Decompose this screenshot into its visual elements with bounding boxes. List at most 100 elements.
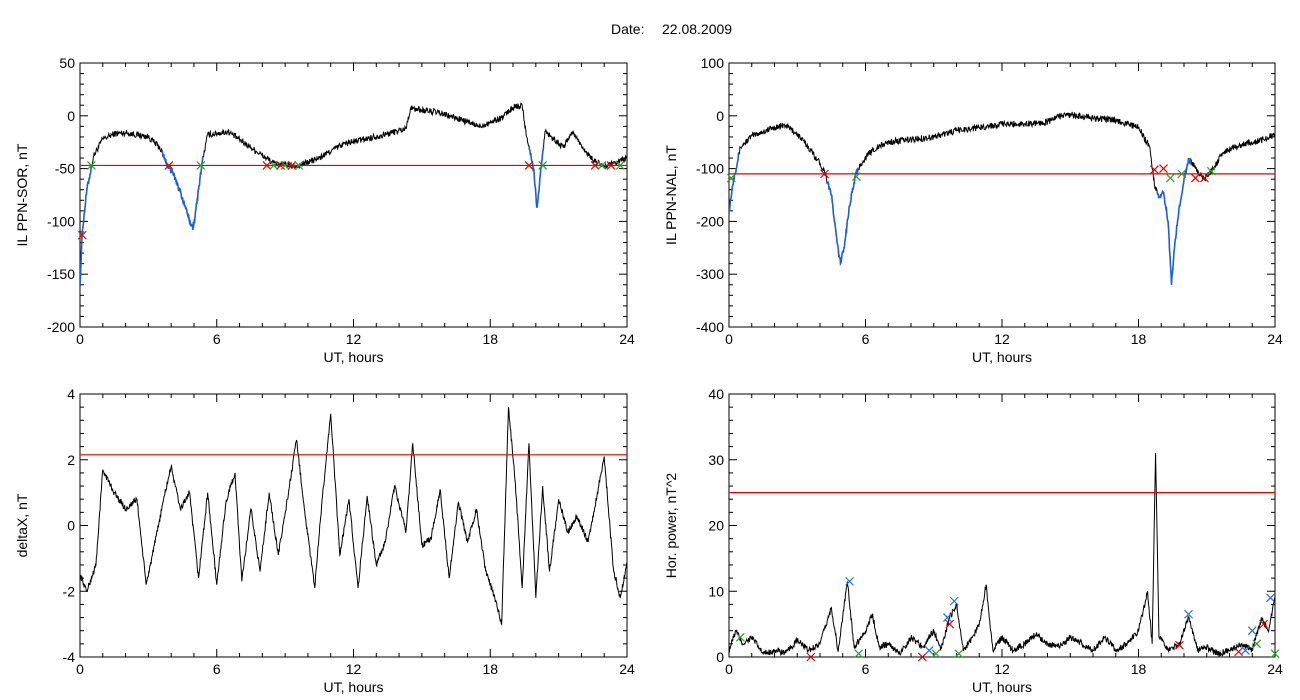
- x-marker-stroke: [820, 169, 829, 179]
- x-marker-stroke: [1247, 626, 1257, 636]
- plot-frame: [79, 62, 628, 328]
- data-line: [80, 407, 627, 626]
- x-marker-stroke: [615, 161, 625, 170]
- x-marker-stroke: [280, 161, 290, 170]
- x-marker-stroke: [1190, 173, 1200, 183]
- data-layer: [80, 102, 627, 285]
- x-marker: [597, 161, 607, 170]
- y-tick-label: -4: [63, 649, 76, 665]
- x-marker-stroke: [294, 161, 304, 170]
- x-marker: [538, 161, 548, 170]
- plot-frame: [728, 393, 1276, 658]
- y-tick-label: 10: [708, 583, 724, 599]
- x-marker-stroke: [524, 161, 534, 170]
- x-tick-label: 24: [1267, 661, 1283, 677]
- x-marker-stroke: [1252, 639, 1262, 649]
- highlight-segment: [1156, 157, 1192, 285]
- x-marker-stroke: [845, 576, 854, 586]
- x-tick-label: 18: [482, 661, 498, 677]
- x-marker-stroke: [954, 649, 964, 659]
- y-tick-label: 50: [59, 55, 75, 71]
- x-marker: [1184, 609, 1193, 619]
- x-marker: [1165, 173, 1175, 183]
- x-marker-stroke: [1165, 173, 1175, 183]
- x-marker: [735, 632, 745, 642]
- x-tick-label: 12: [994, 661, 1010, 677]
- y-tick-label: -2: [63, 583, 76, 599]
- x-marker-stroke: [924, 646, 934, 655]
- x-marker: [606, 161, 616, 170]
- x-marker: [942, 613, 952, 622]
- x-tick-label: 0: [725, 331, 733, 347]
- x-marker: [931, 649, 941, 659]
- x-marker-stroke: [590, 161, 600, 170]
- x-marker-stroke: [164, 161, 174, 170]
- x-tick-label: 18: [482, 331, 498, 347]
- x-marker: [1259, 619, 1269, 629]
- x-marker-stroke: [851, 172, 861, 181]
- x-tick-label: 0: [725, 661, 733, 677]
- panel-deltax: 0 6 12 18 24 4 2 0 -2 -4 UT, hours deltaX, nT: [14, 386, 635, 695]
- x-marker: [1150, 165, 1159, 175]
- y-tick-label: -150: [47, 266, 75, 282]
- x-marker-stroke: [945, 619, 955, 629]
- x-marker-stroke: [726, 173, 736, 183]
- x-marker: [945, 619, 955, 629]
- x-marker: [949, 596, 959, 606]
- x-marker: [924, 646, 934, 655]
- x-tick-label: 12: [994, 331, 1010, 347]
- x-marker: [164, 161, 174, 170]
- x-marker: [77, 230, 87, 240]
- data-line: [80, 102, 627, 285]
- x-marker-stroke: [262, 161, 272, 170]
- x-marker: [954, 649, 964, 659]
- x-marker: [1177, 169, 1187, 179]
- x-marker-stroke: [1150, 165, 1159, 175]
- x-marker-stroke: [538, 161, 548, 170]
- y-tick-label: 40: [708, 386, 724, 402]
- x-marker-stroke: [1206, 166, 1216, 176]
- data-line: [729, 453, 1275, 657]
- y-tick-label: -200: [47, 319, 75, 335]
- x-marker-stroke: [86, 161, 96, 170]
- x-marker: [726, 173, 736, 183]
- x-marker: [1206, 166, 1216, 176]
- x-marker-stroke: [854, 649, 864, 659]
- x-marker-stroke: [196, 161, 206, 170]
- x-marker: [269, 161, 279, 170]
- x-marker-stroke: [269, 161, 279, 170]
- x-tick-label: 12: [346, 331, 362, 347]
- panel-ppn-nal: 0 6 12 18 24 100 0 -100 -200 -300 -400 UT, hours IL …: [663, 55, 1283, 365]
- date-value: 22.08.2009: [662, 21, 732, 37]
- y-tick-label: 100: [701, 55, 725, 71]
- x-tick-label: 6: [862, 661, 870, 677]
- x-marker-stroke: [1184, 609, 1193, 619]
- x-marker: [806, 652, 816, 662]
- x-marker: [1190, 173, 1200, 183]
- x-tick-label: 18: [1131, 331, 1147, 347]
- x-marker: [294, 161, 304, 170]
- x-tick-label: 0: [76, 661, 84, 677]
- highlight-segment: [826, 167, 860, 267]
- x-marker: [1200, 173, 1209, 183]
- x-marker: [1270, 649, 1280, 659]
- y-tick-label: 4: [67, 386, 75, 402]
- data-layer: [80, 407, 627, 626]
- plot-frame: [79, 393, 628, 658]
- x-marker: [1247, 626, 1257, 636]
- x-marker-stroke: [1241, 646, 1250, 655]
- x-marker-stroke: [735, 632, 745, 642]
- panel-ppn-sor: 0 6 12 18 24 50 0 -50 -100 -150 -200 UT, hours IL PP…: [14, 55, 635, 365]
- x-tick-label: 0: [76, 331, 84, 347]
- y-tick-label: -100: [696, 161, 724, 177]
- x-marker-stroke: [1270, 649, 1280, 659]
- x-tick-label: 24: [619, 661, 635, 677]
- y-axis-label: IL PPN-SOR, nT: [14, 143, 30, 246]
- x-marker-stroke: [287, 161, 297, 170]
- x-marker: [287, 161, 297, 170]
- y-tick-label: -50: [55, 161, 75, 177]
- x-marker-stroke: [1159, 164, 1168, 174]
- x-marker: [845, 576, 854, 586]
- x-marker-stroke: [1175, 640, 1184, 650]
- data-layer: [729, 453, 1275, 657]
